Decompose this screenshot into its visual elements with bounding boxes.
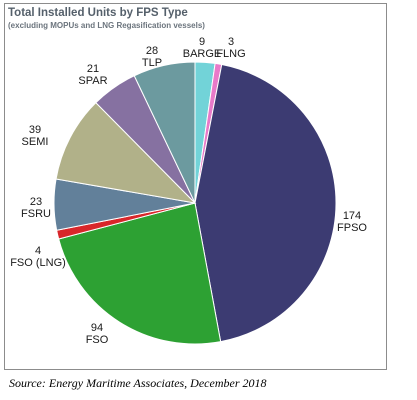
slice-label-spar: 21 SPAR (78, 63, 107, 87)
slice-label-fsru: 23 FSRU (21, 196, 51, 220)
slice-label-tlp: 28 TLP (142, 45, 162, 69)
slice-label-barge: 9 BARGE (183, 36, 222, 60)
source-caption: Source: Energy Maritime Associates, Dece… (9, 376, 267, 390)
pie-slice-fpso (194, 63, 337, 343)
slice-label-fpso: 174 FPSO (337, 210, 367, 234)
pie-slice-tlp (133, 61, 196, 204)
pie-slices (53, 61, 337, 345)
slice-label-fso-lng: 4 FSO (LNG) (10, 245, 66, 269)
chart-title: Total Installed Units by FPS Type (8, 7, 188, 19)
slice-label-flng: 3 FLNG (216, 36, 245, 60)
slice-label-fso: 94 FSO (86, 322, 109, 346)
pie-slice-fso (58, 202, 222, 345)
chart-subtitle: (excluding MOPUs and LNG Regasification … (8, 21, 205, 30)
slice-label-semi: 39 SEMI (22, 124, 49, 148)
pie-slice-semi (55, 101, 197, 204)
